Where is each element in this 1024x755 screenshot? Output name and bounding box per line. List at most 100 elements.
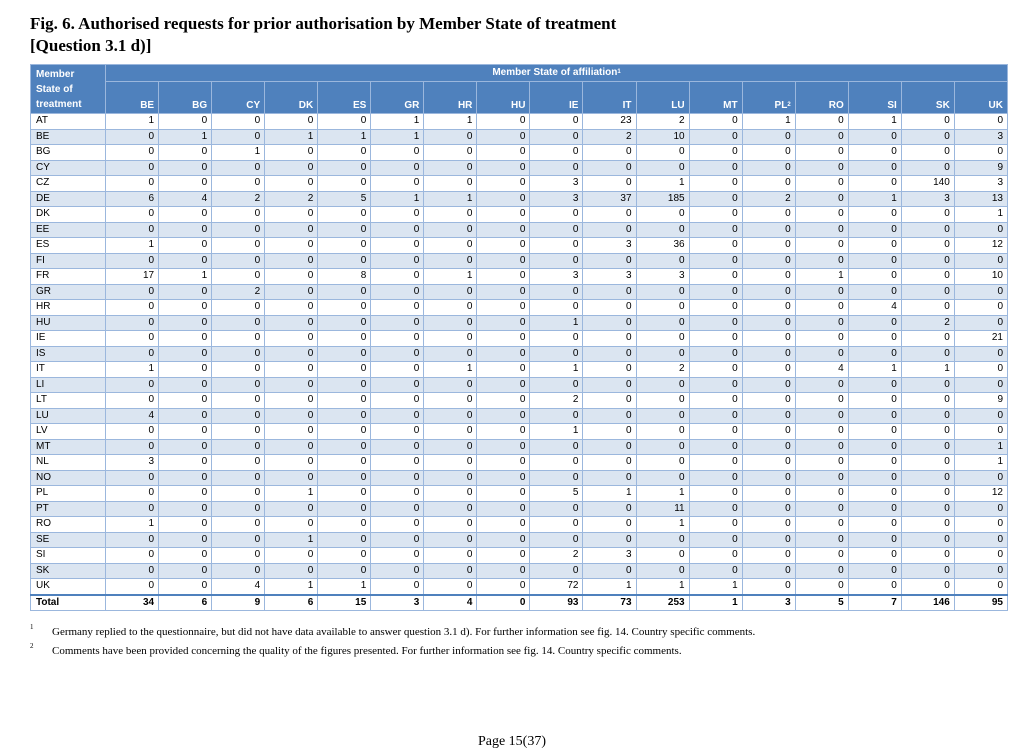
table-cell: 0 [264, 221, 319, 238]
table-cell: 1 [264, 578, 319, 595]
column-header-label: BG [192, 100, 208, 111]
table-cell: 0 [370, 144, 425, 161]
table-cell: 0 [635, 423, 690, 440]
table-cell: 0 [264, 407, 319, 424]
table-cell: 1 [211, 144, 266, 161]
table-cell: 0 [476, 330, 531, 347]
table-cell: 0 [582, 159, 637, 176]
table-cell: 0 [741, 314, 796, 331]
table-cell: 1 [370, 128, 425, 145]
table-cell: 0 [847, 252, 902, 269]
row-label: DE [29, 190, 107, 207]
table-row: LV 0 0 0 0 0 0 0 0 1 0 0 0 0 0 0 0 0 [29, 423, 1009, 440]
table-cell: 0 [794, 531, 849, 548]
table-cell: 0 [211, 345, 266, 362]
table-cell: 0 [582, 454, 637, 471]
table-cell: 1 [264, 531, 319, 548]
column-header-lu: LU [635, 81, 690, 114]
table-cell: 1 [529, 314, 584, 331]
table-cell: 0 [635, 330, 690, 347]
table-cell: 4 [794, 361, 849, 378]
table-cell: 2 [741, 190, 796, 207]
table-cell: 0 [370, 454, 425, 471]
column-header-label: IT [622, 100, 632, 111]
table-cell: 0 [370, 376, 425, 393]
table-cell: 3 [635, 268, 690, 285]
table-row: HR 0 0 0 0 0 0 0 0 0 0 0 0 0 0 4 0 0 [29, 299, 1009, 316]
table-cell: 0 [529, 206, 584, 223]
table-cell: 0 [741, 423, 796, 440]
table-cell: 0 [794, 299, 849, 316]
table-cell: 0 [476, 144, 531, 161]
table-cell: 0 [953, 500, 1009, 517]
table-cell: 0 [158, 361, 213, 378]
table-cell: 1 [953, 206, 1009, 223]
table-cell: 0 [211, 469, 266, 486]
table-cell: 0 [847, 454, 902, 471]
table-cell: 0 [529, 128, 584, 145]
table-cell: 0 [794, 438, 849, 455]
table-cell: 0 [847, 578, 902, 595]
table-cell: 0 [688, 113, 743, 130]
table-cell: 0 [847, 330, 902, 347]
table-cell: 0 [953, 113, 1009, 130]
table-cell: 0 [476, 190, 531, 207]
total-cell: 9 [211, 593, 266, 611]
table-cell: 0 [158, 531, 213, 548]
table-cell: 0 [317, 454, 372, 471]
table-cell: 5 [317, 190, 372, 207]
table-row: UK 0 0 4 1 1 0 0 0 72 1 1 1 0 0 0 0 0 [29, 578, 1009, 595]
table-cell: 0 [370, 345, 425, 362]
table-cell: 0 [370, 547, 425, 564]
row-label: BE [29, 128, 107, 145]
table-cell: 0 [423, 221, 478, 238]
table-cell: 0 [158, 423, 213, 440]
table-cell: 0 [582, 144, 637, 161]
table-cell: 3 [529, 190, 584, 207]
table-cell: 0 [741, 485, 796, 502]
table-cell: 0 [847, 314, 902, 331]
total-cell: 253 [635, 593, 690, 611]
table-cell: 0 [794, 113, 849, 130]
table-cell: 3 [529, 268, 584, 285]
table-cell: 0 [688, 423, 743, 440]
table-cell: 0 [900, 531, 955, 548]
table-cell: 72 [529, 578, 584, 595]
table-cell: 0 [476, 128, 531, 145]
table-cell: 0 [423, 469, 478, 486]
table-cell: 0 [211, 314, 266, 331]
table-cell: 0 [688, 330, 743, 347]
table-cell: 0 [635, 376, 690, 393]
total-cell: 93 [529, 593, 584, 611]
table-cell: 0 [476, 438, 531, 455]
table-cell: 0 [688, 469, 743, 486]
table-cell: 0 [105, 252, 160, 269]
table-row: SK 0 0 0 0 0 0 0 0 0 0 0 0 0 0 0 0 0 [29, 562, 1009, 579]
column-header-label: IE [569, 100, 579, 111]
table-cell: 0 [370, 283, 425, 300]
table-cell: 0 [900, 516, 955, 533]
table-cell: 0 [900, 299, 955, 316]
table-cell: 0 [794, 206, 849, 223]
table-cell: 0 [423, 392, 478, 409]
table-cell: 0 [476, 392, 531, 409]
table-cell: 0 [370, 578, 425, 595]
table-cell: 2 [529, 392, 584, 409]
table-cell: 0 [794, 159, 849, 176]
table-cell: 0 [264, 376, 319, 393]
table-cell: 0 [423, 578, 478, 595]
table-cell: 0 [582, 531, 637, 548]
column-header-label: GR [404, 100, 420, 111]
column-header-label: PL [774, 100, 788, 111]
table-cell: 0 [847, 283, 902, 300]
table-row: CZ 0 0 0 0 0 0 0 0 3 0 1 0 0 0 0 140 3 [29, 175, 1009, 192]
table-cell: 6 [105, 190, 160, 207]
table-cell: 0 [158, 159, 213, 176]
table-cell: 0 [635, 283, 690, 300]
table-cell: 2 [211, 283, 266, 300]
table-cell: 0 [529, 113, 584, 130]
table-cell: 0 [476, 237, 531, 254]
table-row: BE 0 1 0 1 1 1 0 0 0 2 10 0 0 0 0 0 3 [29, 128, 1009, 145]
table-cell: 0 [105, 314, 160, 331]
table-row: NO 0 0 0 0 0 0 0 0 0 0 0 0 0 0 0 0 0 [29, 469, 1009, 486]
